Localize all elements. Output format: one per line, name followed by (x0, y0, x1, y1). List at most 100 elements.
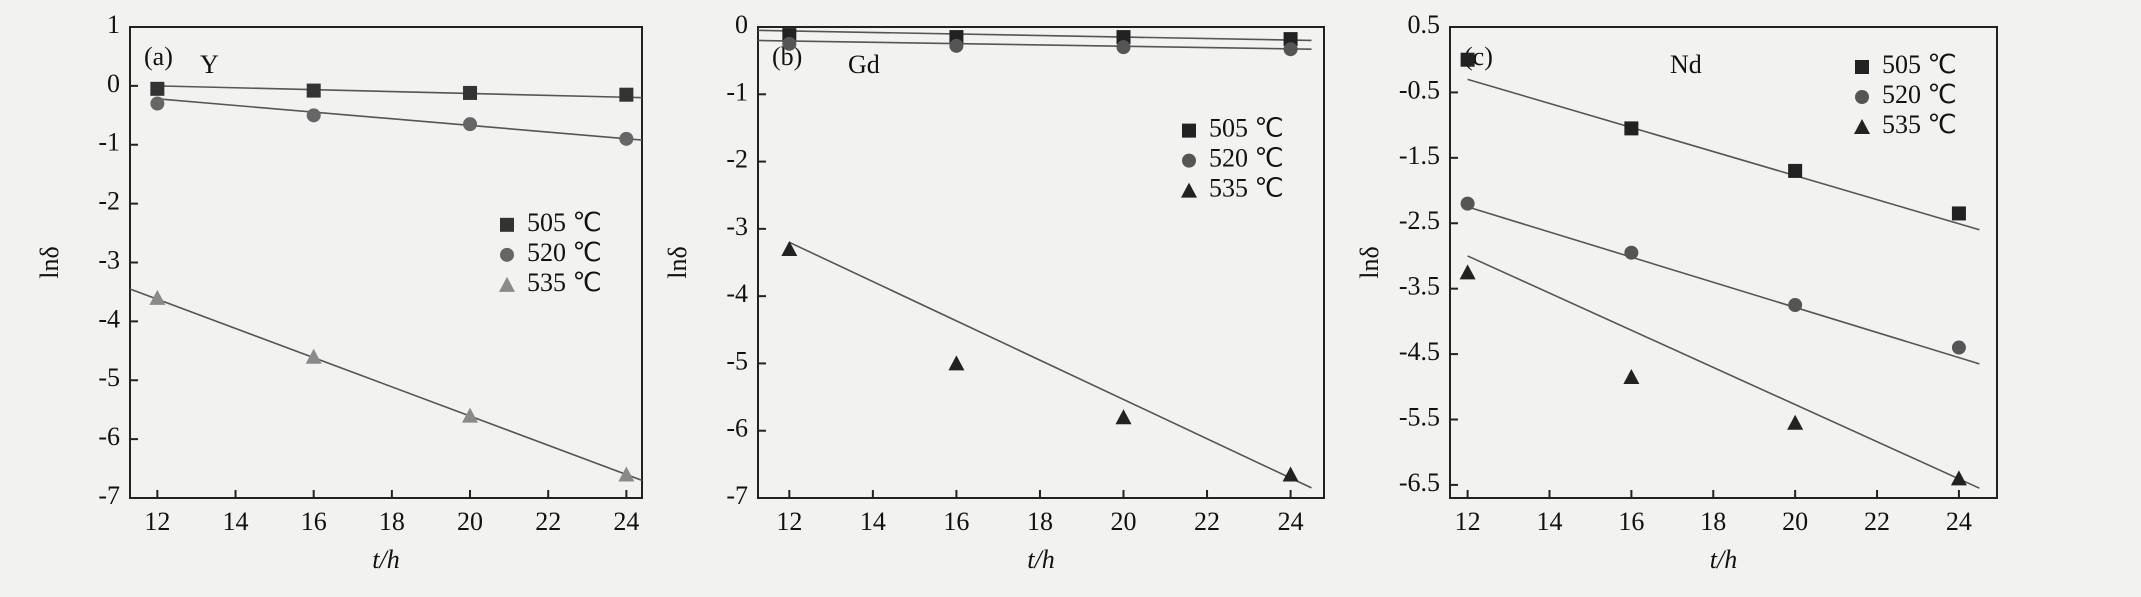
data-point (306, 83, 321, 98)
data-point (1624, 121, 1639, 136)
data-point (618, 466, 635, 482)
y-tick-label: -5 (726, 346, 748, 375)
y-tick-label: -3 (726, 212, 748, 241)
y-tick-label: -2 (98, 187, 120, 216)
x-tick-label: 16 (301, 507, 327, 536)
plot-frame (757, 26, 1325, 499)
y-tick-label: -5 (98, 363, 120, 392)
plot-frame (1449, 26, 1998, 499)
data-point (1115, 409, 1132, 425)
x-tick-label: 20 (1782, 507, 1808, 536)
x-tick-label: 16 (943, 507, 969, 536)
data-point (619, 131, 634, 146)
data-point (1788, 298, 1803, 313)
x-axis-label: t/h (1710, 545, 1737, 574)
y-tick-label: -1 (98, 128, 120, 157)
data-point (463, 117, 478, 132)
legend-label: 505 ℃ (1209, 114, 1284, 143)
fit-line (157, 85, 643, 99)
legend-marker (1182, 123, 1196, 138)
data-point (1788, 163, 1803, 178)
element-label: Gd (848, 50, 880, 79)
legend-marker (500, 247, 514, 262)
fit-line (757, 39, 1312, 51)
y-axis-label: lnδ (1355, 246, 1384, 278)
legend-marker (1855, 90, 1869, 104)
legend-marker (500, 217, 514, 232)
y-tick-label: 0 (107, 69, 120, 98)
x-axis-label: t/h (1027, 545, 1054, 574)
x-tick-label: 18 (379, 507, 405, 536)
y-tick-label: -2 (726, 145, 748, 174)
y-tick-label: -0.5 (1399, 75, 1440, 104)
y-tick-label: 0.5 (1408, 10, 1441, 39)
data-point (1460, 52, 1475, 67)
y-tick-label: 1 (107, 10, 120, 39)
x-tick-label: 22 (1864, 507, 1890, 536)
y-tick-label: -1.5 (1399, 141, 1440, 170)
y-tick-label: -3.5 (1399, 272, 1440, 301)
x-tick-label: 12 (1455, 507, 1481, 536)
y-tick-label: -3 (98, 245, 120, 274)
y-tick-label: -6.5 (1399, 468, 1440, 497)
y-tick-label: -6 (726, 414, 748, 443)
x-tick-label: 24 (1946, 507, 1972, 536)
fit-line (1467, 255, 1980, 489)
legend-marker (1182, 153, 1196, 168)
data-point (1116, 30, 1131, 45)
legend-label: 535 ℃ (1209, 174, 1284, 203)
y-tick-label: 0 (735, 10, 748, 39)
data-point (782, 36, 797, 51)
data-point (462, 407, 479, 423)
data-point (1951, 206, 1966, 221)
data-point (1283, 32, 1298, 47)
legend-label: 535 ℃ (1882, 110, 1957, 139)
data-point (948, 355, 965, 371)
fit-line (129, 288, 643, 482)
x-tick-label: 18 (1700, 507, 1726, 536)
x-tick-label: 24 (613, 507, 639, 536)
x-tick-label: 24 (1278, 507, 1304, 536)
data-point (1623, 368, 1640, 384)
legend-label: 505 ℃ (527, 208, 602, 237)
fit-line (157, 98, 643, 141)
x-tick-label: 14 (1536, 507, 1562, 536)
fit-line (788, 241, 1312, 489)
data-point (1459, 264, 1476, 280)
data-point (305, 348, 322, 364)
y-tick-label: -4.5 (1399, 337, 1440, 366)
data-point (150, 81, 165, 96)
data-point (306, 108, 321, 123)
x-tick-label: 12 (776, 507, 802, 536)
x-axis-label: t/h (372, 545, 399, 574)
y-axis-label: lnδ (35, 246, 64, 278)
y-tick-label: -2.5 (1399, 206, 1440, 235)
data-point (1951, 340, 1966, 355)
x-tick-label: 12 (144, 507, 170, 536)
data-point (149, 289, 166, 305)
legend-label: 520 ℃ (1209, 144, 1284, 173)
x-tick-label: 20 (1110, 507, 1136, 536)
legend-marker (1854, 119, 1870, 134)
element-label: Y (200, 50, 219, 79)
fit-line (757, 29, 1312, 42)
data-point (949, 38, 964, 53)
y-tick-label: -1 (726, 77, 748, 106)
y-tick-label: -4 (98, 304, 120, 333)
data-point (1460, 196, 1475, 211)
y-tick-label: -7 (98, 481, 120, 510)
data-point (1624, 245, 1639, 260)
data-point (150, 96, 165, 111)
legend-label: 505 ℃ (1882, 50, 1957, 79)
y-tick-label: -4 (726, 279, 748, 308)
element-label: Nd (1670, 50, 1702, 79)
x-tick-label: 20 (457, 507, 483, 536)
x-tick-label: 22 (535, 507, 561, 536)
data-point (1787, 414, 1804, 430)
fit-line (1467, 78, 1980, 231)
x-tick-label: 14 (860, 507, 886, 536)
x-tick-label: 14 (223, 507, 249, 536)
legend-marker (1181, 182, 1197, 198)
y-axis-label: lnδ (663, 246, 692, 278)
